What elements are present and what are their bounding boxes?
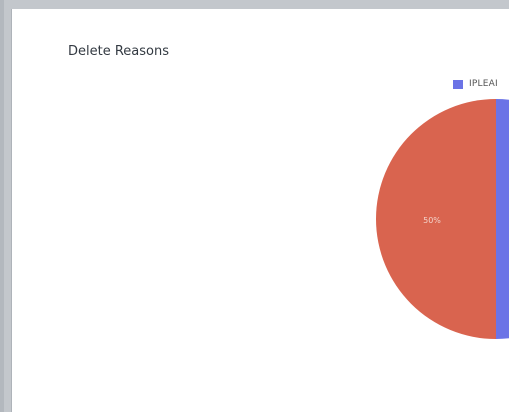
pie-chart: 50% xyxy=(376,99,509,339)
pie-slice-2[interactable] xyxy=(376,99,496,339)
left-border-strip xyxy=(0,0,4,412)
chart-panel: Delete Reasons IPLEAI 50% xyxy=(11,9,509,412)
chart-title: Delete Reasons xyxy=(68,44,169,59)
pie-data-label: 50% xyxy=(423,216,441,225)
chart-legend[interactable]: IPLEAI xyxy=(453,79,498,89)
pie-slice-1[interactable] xyxy=(496,99,509,339)
legend-label: IPLEAI xyxy=(469,79,498,89)
legend-swatch xyxy=(453,79,463,89)
